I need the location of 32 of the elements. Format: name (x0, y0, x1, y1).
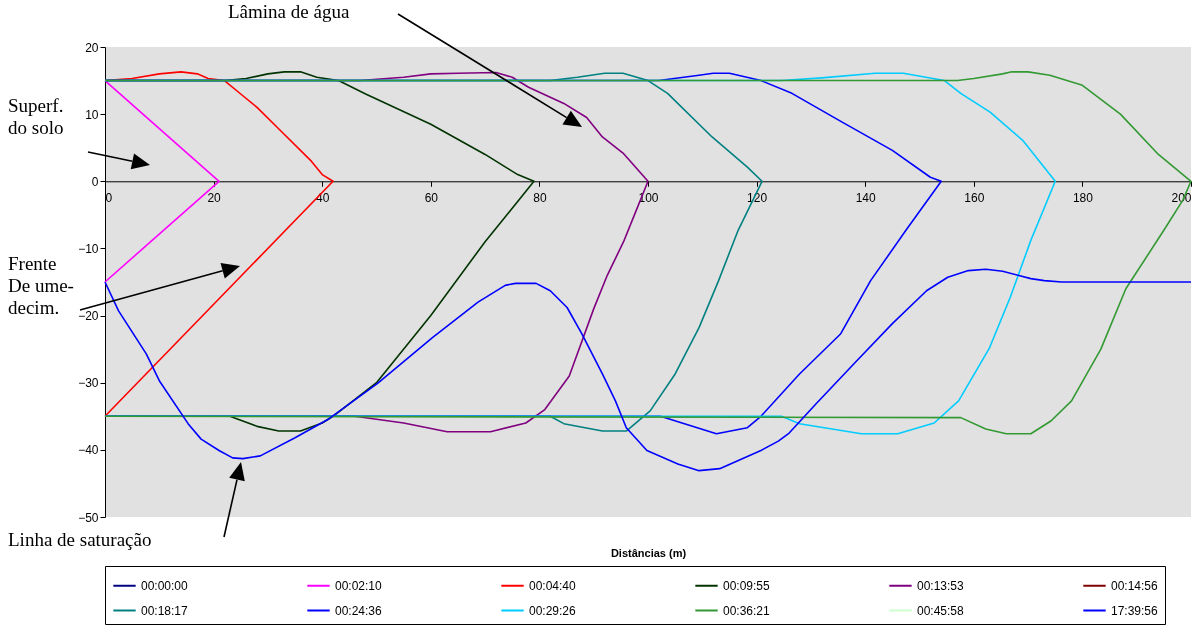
text: Frente De ume- decim. (8, 253, 74, 318)
x-tick-label: 0 (105, 190, 113, 205)
y-tick-label: −20 (78, 309, 99, 324)
legend-label: 00:14:56 (1111, 578, 1159, 593)
y-tick-label: 0 (91, 174, 99, 189)
legend-label: 00:45:58 (917, 603, 965, 618)
x-tick-label: 20 (207, 190, 222, 205)
legend-label: 00:02:10 (335, 578, 383, 593)
x-axis-title: Distâncias (m) (610, 546, 687, 559)
x-tick-label: 160 (964, 190, 985, 205)
legend-label: 00:36:21 (723, 603, 771, 618)
legend-label: 00:24:36 (335, 603, 383, 618)
legend-label: 00:09:55 (723, 578, 771, 593)
y-tick-label: 20 (85, 40, 99, 55)
legend-label: 00:13:53 (917, 578, 965, 593)
legend-label: 00:00:00 (141, 578, 189, 593)
x-tick-label: 180 (1072, 190, 1094, 205)
y-tick-label: −40 (78, 443, 99, 458)
text: Lâmina de água (228, 1, 350, 22)
x-tick-label: 60 (424, 190, 439, 205)
y-tick-label: −50 (78, 510, 99, 525)
text: Superf. do solo (8, 95, 64, 138)
y-tick-label: 10 (85, 107, 99, 122)
text: Linha de saturação (8, 529, 152, 550)
y-tick-label: −10 (78, 241, 99, 256)
x-tick-label: 80 (533, 190, 547, 205)
legend-label: 17:39:56 (1111, 603, 1159, 618)
x-tick-label: 140 (855, 190, 877, 205)
y-tick-label: −30 (78, 376, 99, 391)
legend-label: 00:04:40 (529, 578, 577, 593)
legend-label: 00:18:17 (141, 603, 189, 618)
legend-label: 00:29:26 (529, 603, 577, 618)
